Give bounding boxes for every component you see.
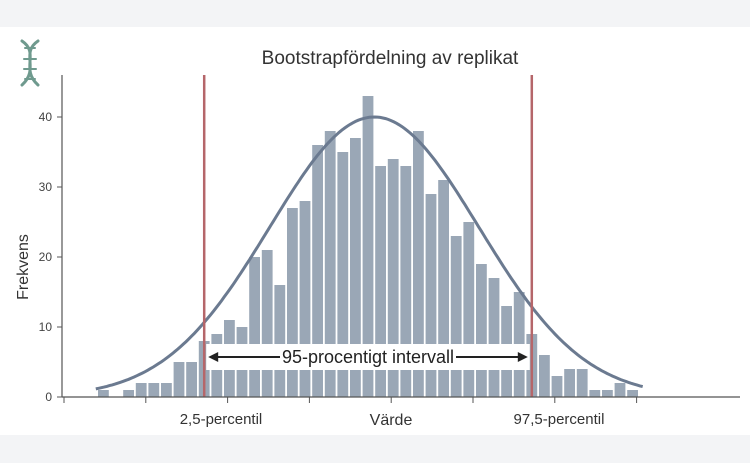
histogram-bar xyxy=(362,96,374,397)
histogram-bar xyxy=(476,264,487,397)
x-tick-label-lower-percentile: 2,5-percentil xyxy=(180,411,263,428)
histogram-bar xyxy=(551,376,563,397)
histogram-bar xyxy=(627,390,638,397)
histogram-bar xyxy=(425,194,437,397)
y-axis: 0 10 20 30 40 xyxy=(39,110,62,404)
arrowhead-right xyxy=(517,352,528,362)
histogram-bar xyxy=(450,236,462,397)
histogram-chart: Bootstrapfördelning av replikat Frekvens… xyxy=(15,39,740,429)
histogram-bar xyxy=(614,383,626,397)
histogram-bar xyxy=(173,362,185,397)
interval-annotation: 95-procentigt intervall xyxy=(206,344,530,370)
histogram-bar xyxy=(135,383,147,397)
y-tick-label: 40 xyxy=(39,110,53,124)
x-tick-label-upper-percentile: 97,5-percentil xyxy=(514,411,605,428)
interval-label: 95-procentigt intervall xyxy=(282,347,454,367)
histogram-bar xyxy=(463,222,475,397)
chart-title: Bootstrapfördelning av replikat xyxy=(262,48,519,69)
histogram-bar xyxy=(186,362,197,397)
y-axis-label: Frekvens xyxy=(15,234,32,300)
histogram-bar xyxy=(161,383,172,397)
y-tick-label: 0 xyxy=(45,390,52,404)
percentile-lines xyxy=(202,75,534,397)
histogram-bar xyxy=(261,250,273,397)
density-curve xyxy=(95,115,644,391)
y-tick-label: 30 xyxy=(39,180,53,194)
histogram-bar xyxy=(312,145,323,397)
histogram-bar xyxy=(564,369,575,397)
y-tick-label: 10 xyxy=(39,320,53,334)
y-tick-label: 20 xyxy=(39,250,53,264)
histogram-bar xyxy=(324,131,336,397)
histogram-bar xyxy=(350,138,361,397)
chart-figure: Bootstrapfördelning av replikat Frekvens… xyxy=(0,27,750,435)
histogram-bar xyxy=(299,201,311,397)
arrowhead-left xyxy=(208,352,219,362)
histogram-bar xyxy=(400,166,412,397)
histogram-bar xyxy=(274,285,286,397)
histogram-bar xyxy=(589,390,601,397)
histogram-bar xyxy=(438,180,449,397)
histogram-bar xyxy=(337,152,349,397)
histogram-bar xyxy=(413,131,424,397)
histogram-bar xyxy=(539,355,550,397)
x-axis-ticks xyxy=(63,397,638,403)
x-axis-label: Värde xyxy=(370,412,413,429)
histogram-bar xyxy=(287,208,298,397)
histogram-bar xyxy=(123,390,134,397)
histogram-bar xyxy=(488,278,500,397)
histogram-bar xyxy=(387,159,399,397)
histogram-bar xyxy=(98,390,109,397)
histogram-bar xyxy=(148,383,160,397)
histogram-bar xyxy=(375,166,386,397)
histogram-bar xyxy=(249,257,260,397)
histogram-bar xyxy=(602,390,613,397)
dna-helix-icon xyxy=(20,39,40,87)
histogram-bar xyxy=(576,369,588,397)
